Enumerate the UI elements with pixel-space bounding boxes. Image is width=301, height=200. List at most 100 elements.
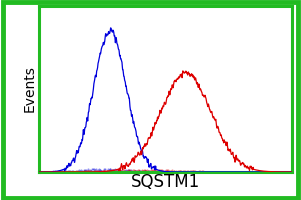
Point (239, 170, 244, 174)
Point (144, 168, 149, 171)
Point (160, 169, 165, 172)
Point (143, 170, 148, 173)
Point (237, 170, 242, 174)
Point (163, 169, 168, 173)
Point (173, 170, 178, 174)
Point (115, 169, 119, 173)
Point (269, 170, 274, 174)
Point (171, 169, 176, 172)
Point (102, 170, 107, 173)
Point (164, 170, 169, 174)
Point (253, 170, 258, 174)
Point (77, 170, 82, 173)
Point (119, 169, 123, 173)
Point (113, 168, 117, 171)
Point (110, 169, 115, 172)
Point (125, 169, 129, 172)
Point (176, 170, 181, 173)
Point (144, 169, 149, 172)
Point (71, 170, 76, 173)
Point (264, 170, 269, 174)
Point (254, 170, 259, 174)
Point (244, 170, 249, 174)
Point (78, 170, 82, 173)
Point (215, 170, 219, 174)
Point (263, 170, 268, 174)
Point (239, 170, 244, 174)
Point (141, 170, 146, 173)
Point (140, 169, 145, 172)
Point (230, 170, 234, 174)
Point (179, 170, 184, 174)
Point (231, 170, 236, 174)
Point (120, 170, 125, 173)
Point (135, 169, 139, 173)
Point (54, 170, 59, 173)
Point (94, 167, 98, 171)
Point (58, 170, 63, 173)
Point (157, 170, 162, 173)
Point (235, 170, 240, 174)
Point (103, 170, 107, 173)
Point (87, 170, 92, 173)
Point (154, 170, 159, 173)
Point (49, 170, 54, 174)
Point (265, 170, 270, 174)
Point (262, 170, 267, 174)
Point (247, 170, 251, 174)
Point (70, 170, 75, 173)
Point (59, 170, 64, 174)
Point (260, 170, 265, 174)
Point (81, 170, 86, 173)
Point (234, 170, 238, 174)
Point (276, 170, 281, 174)
Point (90, 167, 95, 171)
Point (244, 170, 249, 174)
Point (205, 170, 209, 174)
Point (225, 170, 230, 174)
Point (157, 168, 162, 172)
Point (71, 170, 76, 173)
Point (249, 170, 253, 174)
Point (251, 170, 256, 174)
Point (244, 170, 248, 174)
Point (182, 170, 187, 173)
Point (96, 169, 101, 172)
Point (135, 170, 140, 173)
Y-axis label: Events: Events (22, 66, 36, 112)
Point (268, 170, 273, 174)
Point (64, 169, 69, 172)
Point (149, 170, 154, 173)
Point (158, 169, 163, 172)
Point (99, 169, 104, 173)
Point (169, 169, 174, 172)
Point (74, 170, 79, 173)
Point (151, 168, 156, 171)
Point (57, 170, 62, 173)
Point (163, 170, 168, 174)
Point (107, 169, 112, 172)
Point (92, 170, 97, 173)
Point (59, 170, 64, 173)
Point (212, 170, 217, 174)
Point (183, 170, 188, 174)
Point (192, 170, 197, 174)
Point (253, 170, 257, 174)
Point (87, 169, 92, 172)
Point (94, 170, 98, 173)
Point (241, 170, 246, 174)
Point (138, 170, 143, 173)
Point (233, 170, 237, 174)
Point (250, 170, 255, 174)
Point (112, 170, 116, 173)
Point (88, 169, 93, 172)
Point (262, 170, 266, 174)
Point (198, 170, 203, 174)
Point (49, 170, 54, 173)
Point (256, 170, 261, 174)
Point (268, 170, 273, 174)
Point (127, 169, 132, 172)
Point (132, 169, 137, 173)
Point (209, 170, 214, 174)
Point (260, 170, 265, 174)
